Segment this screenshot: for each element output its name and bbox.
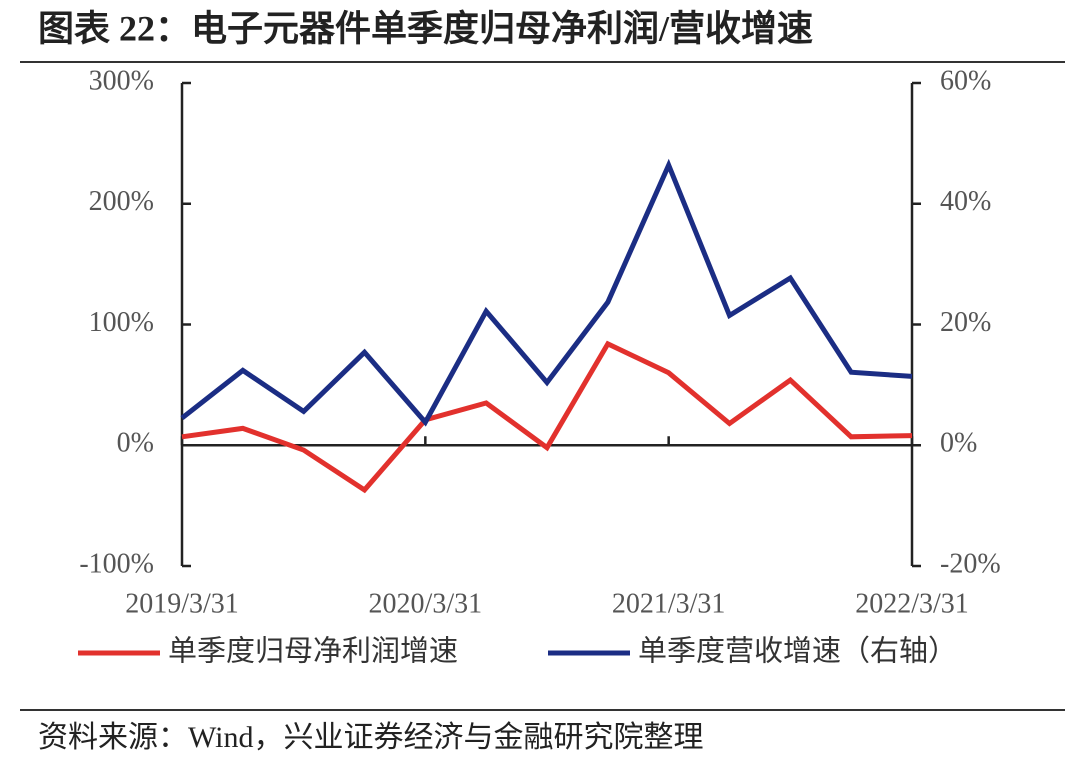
x-tick-label: 2021/3/31 <box>612 588 726 619</box>
legend-label: 单季度归母净利润增速 <box>168 635 458 668</box>
y2-tick-label: 60% <box>940 65 991 96</box>
y-tick-label: 200% <box>89 186 154 217</box>
y-tick-label: -100% <box>79 548 154 579</box>
x-tick-label: 2020/3/31 <box>369 588 483 619</box>
x-tick-label: 2019/3/31 <box>125 588 239 619</box>
series-line <box>180 158 913 427</box>
x-tick-label: 2022/3/31 <box>855 588 969 619</box>
y-tick-label: 300% <box>89 65 154 96</box>
legend-label: 单季度营收增速（右轴） <box>638 635 957 668</box>
y2-tick-label: -20% <box>940 548 1001 579</box>
y2-tick-label: 20% <box>940 307 991 338</box>
y2-tick-label: 0% <box>940 428 977 459</box>
source: 资料来源：Wind，兴业证券经济与金融研究院整理 <box>38 721 703 754</box>
y-tick-label: 100% <box>89 307 154 338</box>
chart-title: 图表 22：电子元器件单季度归母净利润/营收增速 <box>38 8 813 48</box>
y-tick-label: 0% <box>117 428 154 459</box>
y2-tick-label: 40% <box>940 186 991 217</box>
series-line <box>181 340 913 494</box>
